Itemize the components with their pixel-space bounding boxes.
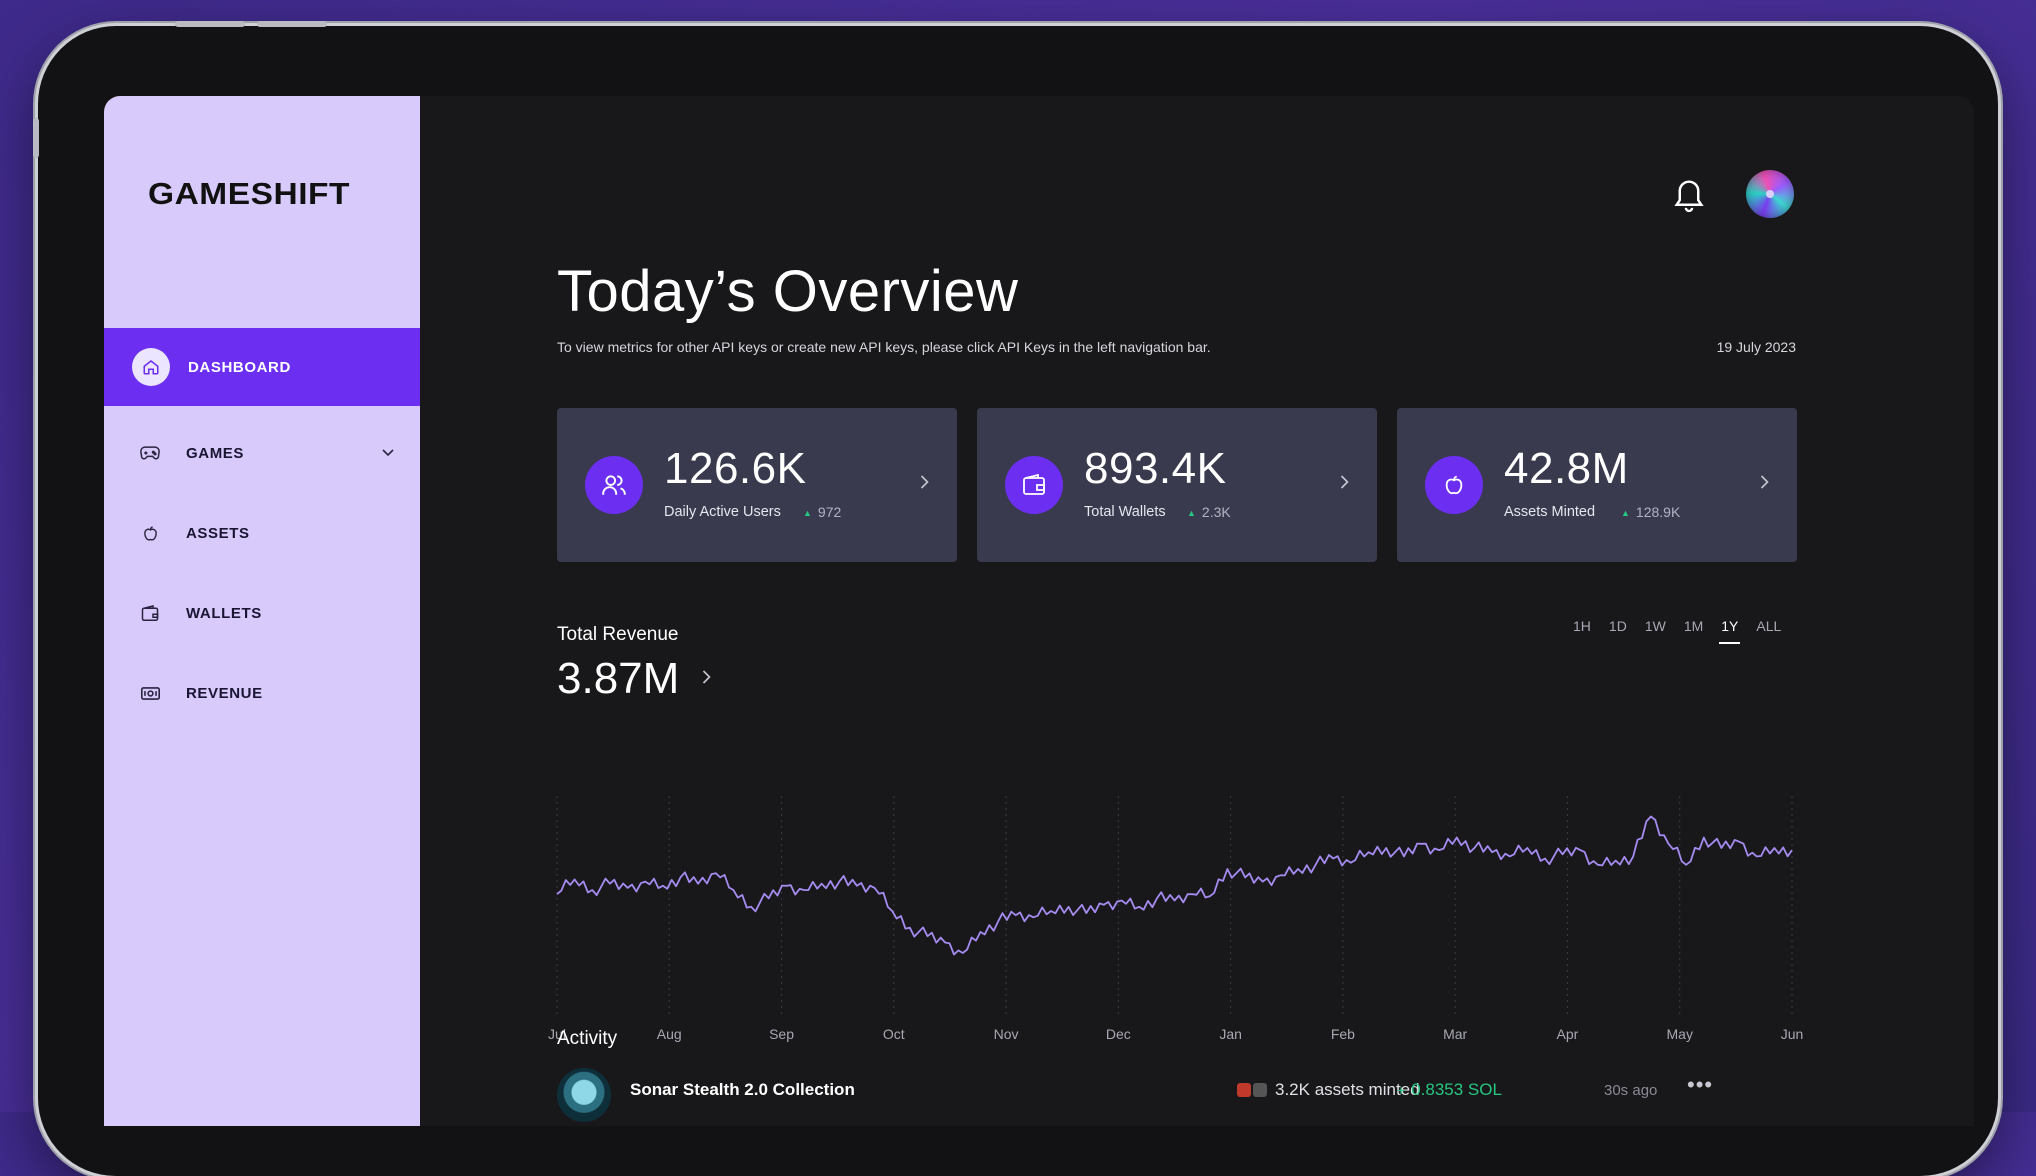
asset-thumb-icon bbox=[1237, 1083, 1251, 1097]
x-tick-label: Jan bbox=[1219, 1026, 1242, 1042]
sidebar-item-assets[interactable]: ASSETS bbox=[104, 494, 420, 572]
wallet-icon bbox=[140, 603, 160, 623]
apple-icon bbox=[140, 523, 160, 543]
stat-value: 126.6K bbox=[664, 444, 807, 493]
trend-up-icon: ▲ bbox=[1187, 508, 1196, 518]
sidebar: GAMESHIFT DASHBOARD GAMES ASSETS bbox=[104, 96, 420, 1126]
sidebar-item-label: WALLETS bbox=[186, 604, 262, 622]
time-range-selector: 1H 1D 1W 1M 1Y ALL bbox=[1564, 618, 1790, 644]
home-icon bbox=[132, 348, 170, 386]
x-tick-label: Aug bbox=[657, 1026, 682, 1042]
sidebar-item-label: GAMES bbox=[186, 444, 245, 462]
range-1y[interactable]: 1Y bbox=[1712, 618, 1747, 644]
stat-card-daily-active-users[interactable]: 126.6K Daily Active Users ▲ 972 bbox=[557, 408, 957, 562]
sidebar-item-label: ASSETS bbox=[186, 524, 250, 542]
range-all[interactable]: ALL bbox=[1756, 618, 1782, 634]
revenue-label: Total Revenue bbox=[557, 624, 679, 645]
more-options-icon[interactable]: ••• bbox=[1687, 1072, 1714, 1097]
activity-time: 30s ago bbox=[1604, 1082, 1658, 1099]
stat-card-total-wallets[interactable]: 893.4K Total Wallets ▲ 2.3K bbox=[977, 408, 1377, 562]
stat-label: Daily Active Users bbox=[664, 504, 781, 520]
brand-logo[interactable]: GAMESHIFT bbox=[148, 176, 351, 211]
stat-value: 42.8M bbox=[1504, 444, 1629, 493]
chevron-right-icon bbox=[920, 475, 929, 494]
activity-heading: Activity bbox=[557, 1028, 618, 1049]
x-tick-label: Sep bbox=[769, 1026, 794, 1042]
sidebar-item-label: DASHBOARD bbox=[188, 358, 291, 376]
chevron-right-icon[interactable] bbox=[702, 670, 711, 689]
x-tick-label: Jun bbox=[1781, 1026, 1804, 1042]
activity-row[interactable]: Sonar Stealth 2.0 Collection 3.2K assets… bbox=[557, 1068, 1807, 1124]
main-content: Today’s Overview To view metrics for oth… bbox=[420, 96, 1974, 1126]
stat-card-assets-minted[interactable]: 42.8M Assets Minted ▲ 128.9K bbox=[1397, 408, 1797, 562]
sidebar-item-wallets[interactable]: WALLETS bbox=[104, 574, 420, 652]
app-screen: GAMESHIFT DASHBOARD GAMES ASSETS bbox=[104, 96, 1974, 1126]
chevron-down-icon[interactable] bbox=[382, 444, 394, 461]
device-button-top bbox=[257, 21, 327, 27]
chevron-right-icon bbox=[1760, 475, 1769, 494]
range-1m[interactable]: 1M bbox=[1683, 618, 1704, 634]
wallet-icon bbox=[1005, 456, 1063, 514]
sidebar-item-dashboard[interactable]: DASHBOARD bbox=[104, 328, 420, 406]
activity-minted: 3.2K assets minted bbox=[1237, 1080, 1420, 1100]
range-1d[interactable]: 1D bbox=[1608, 618, 1627, 634]
revenue-icon bbox=[140, 683, 160, 703]
x-tick-label: Dec bbox=[1106, 1026, 1131, 1042]
gamepad-icon bbox=[140, 443, 160, 463]
x-tick-label: Nov bbox=[994, 1026, 1019, 1042]
trend-up-icon: ▲ bbox=[803, 508, 812, 518]
page-subtitle: To view metrics for other API keys or cr… bbox=[557, 339, 1211, 355]
x-tick-label: Oct bbox=[883, 1026, 905, 1042]
x-tick-label: Feb bbox=[1331, 1026, 1355, 1042]
stat-delta: ▲ 128.9K bbox=[1621, 504, 1681, 520]
series-line bbox=[556, 815, 1793, 956]
asset-thumb-icon bbox=[1253, 1083, 1267, 1097]
revenue-value: 3.87M bbox=[557, 654, 680, 703]
sidebar-item-games[interactable]: GAMES bbox=[104, 414, 420, 492]
x-tick-label: Jul bbox=[548, 1026, 566, 1042]
range-1h[interactable]: 1H bbox=[1573, 618, 1591, 634]
x-tick-label: May bbox=[1667, 1026, 1693, 1042]
range-1w[interactable]: 1W bbox=[1644, 618, 1666, 634]
x-tick-label: Apr bbox=[1557, 1026, 1579, 1042]
device-button-side bbox=[33, 118, 39, 158]
trend-up-icon: ▲ bbox=[1621, 508, 1630, 518]
avatar[interactable] bbox=[1746, 170, 1794, 218]
revenue-line-chart: Jul Aug Sep Oct Nov Dec Jan Feb Mar Apr May Jun bbox=[548, 796, 1804, 1042]
collection-thumbnail bbox=[557, 1068, 611, 1122]
sidebar-item-label: REVENUE bbox=[186, 684, 263, 702]
stat-delta: ▲ 972 bbox=[803, 504, 842, 520]
bell-icon[interactable] bbox=[1670, 174, 1708, 219]
chevron-right-icon bbox=[1340, 475, 1349, 494]
stat-value: 893.4K bbox=[1084, 444, 1227, 493]
stat-delta: ▲ 2.3K bbox=[1187, 504, 1231, 520]
current-date: 19 July 2023 bbox=[1716, 339, 1796, 355]
x-tick-label: Mar bbox=[1443, 1026, 1467, 1042]
stat-label: Total Wallets bbox=[1084, 504, 1166, 520]
device-button-top bbox=[175, 21, 245, 27]
page-title: Today’s Overview bbox=[557, 259, 1019, 324]
activity-name: Sonar Stealth 2.0 Collection bbox=[630, 1080, 855, 1099]
apple-icon bbox=[1425, 456, 1483, 514]
stat-label: Assets Minted bbox=[1504, 504, 1596, 520]
activity-amount: +0.8353 SOL bbox=[1397, 1080, 1502, 1099]
sidebar-item-revenue[interactable]: REVENUE bbox=[104, 654, 420, 732]
users-icon bbox=[585, 456, 643, 514]
